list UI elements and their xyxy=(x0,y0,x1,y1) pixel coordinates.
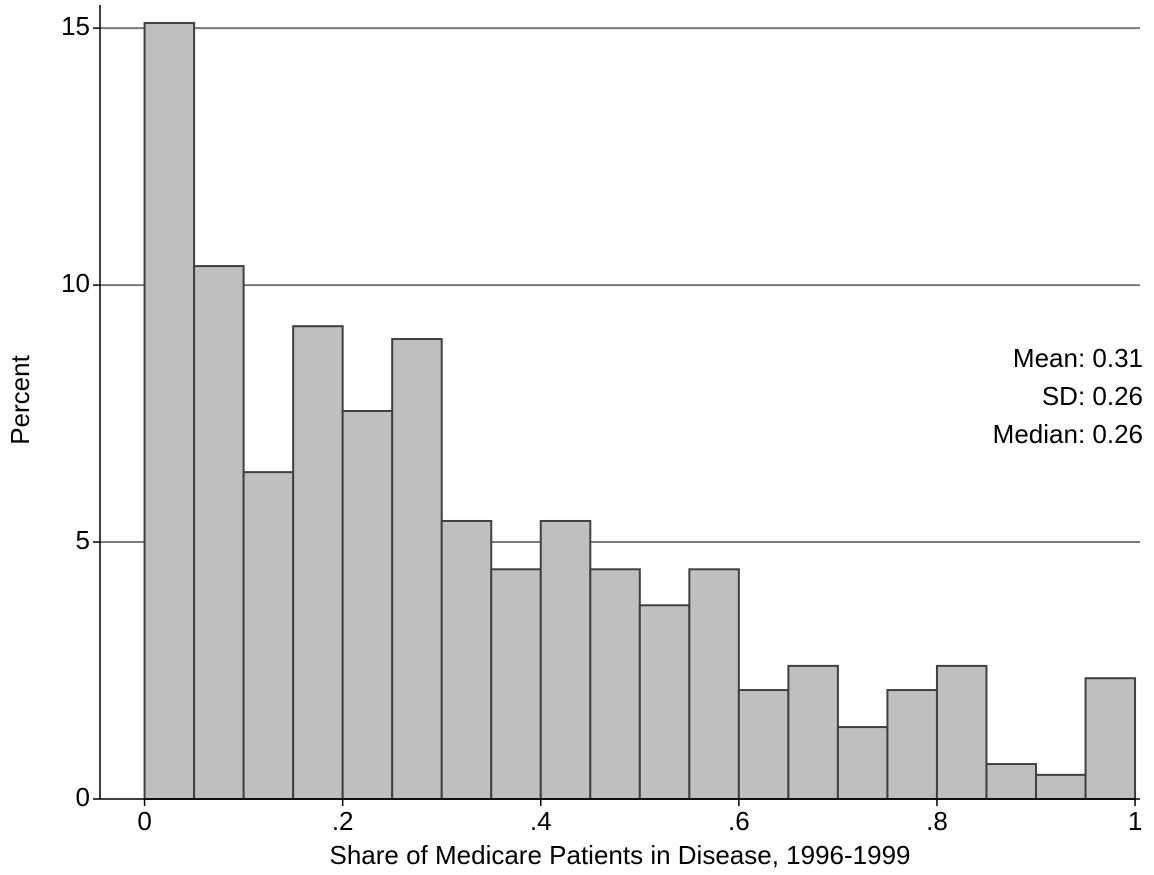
bar xyxy=(737,689,790,801)
bar xyxy=(440,519,493,800)
x-axis-label: Share of Medicare Patients in Disease, 1… xyxy=(329,840,910,870)
bar xyxy=(688,568,740,800)
x-tick-label: .8 xyxy=(926,806,948,836)
x-tick-label: 1 xyxy=(1128,806,1142,836)
y-axis-label: Percent xyxy=(5,354,35,444)
annotation: Median: 0.26 xyxy=(993,419,1143,449)
annotation: Mean: 0.31 xyxy=(1013,343,1143,373)
bar xyxy=(143,21,196,800)
y-tick-label: 5 xyxy=(76,525,90,555)
bar xyxy=(589,568,641,800)
bar xyxy=(787,664,839,801)
y-tick-label: 10 xyxy=(61,268,90,298)
x-tick-label: 0 xyxy=(137,806,151,836)
bar xyxy=(1084,677,1137,801)
bar xyxy=(836,726,889,800)
x-tick-label: .2 xyxy=(332,806,354,836)
y-tick-label: 0 xyxy=(76,782,90,812)
x-tick-label: .4 xyxy=(530,806,552,836)
bar xyxy=(985,763,1038,800)
bar xyxy=(935,664,988,801)
bar xyxy=(1035,773,1087,800)
bar xyxy=(242,471,295,800)
bar xyxy=(638,604,691,800)
bar xyxy=(886,689,938,801)
annotation: SD: 0.26 xyxy=(1042,381,1143,411)
bar xyxy=(539,519,592,800)
bar xyxy=(341,409,394,800)
y-tick-label: 15 xyxy=(61,11,90,41)
bar xyxy=(193,265,245,800)
bar xyxy=(292,325,344,800)
bar xyxy=(391,338,443,800)
bar xyxy=(490,568,542,800)
x-tick-label: .6 xyxy=(728,806,750,836)
